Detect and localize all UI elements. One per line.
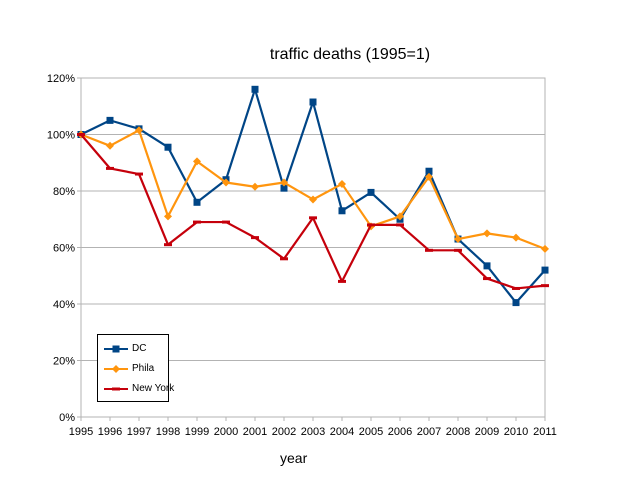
data-point-phila	[222, 178, 230, 187]
x-tick-label: 2005	[359, 426, 383, 438]
x-tick-label: 2004	[330, 426, 354, 438]
data-point-phila	[280, 178, 288, 187]
y-tick-label: 100%	[47, 130, 75, 142]
x-tick-label: 1997	[127, 426, 151, 438]
legend-label-newyork: New York	[132, 383, 175, 394]
y-tick-label: 40%	[53, 299, 75, 311]
y-tick-label: 20%	[53, 356, 75, 368]
data-point-dc	[367, 188, 375, 196]
data-point-phila	[454, 235, 462, 244]
data-point-dc	[309, 98, 317, 106]
x-axis-label: year	[280, 450, 308, 466]
legend-label-phila: Phila	[132, 363, 155, 374]
chart-title: traffic deaths (1995=1)	[269, 46, 431, 63]
x-tick-label: 2008	[446, 426, 470, 438]
legend-item-newyork: New York	[102, 382, 174, 396]
data-point-dc	[483, 262, 491, 270]
x-tick-label: 2011	[533, 426, 557, 438]
data-point-dc	[106, 116, 114, 124]
x-tick-label: 1998	[156, 426, 180, 438]
data-point-phila	[425, 172, 433, 181]
x-tick-label: 1996	[98, 426, 122, 438]
data-point-phila	[164, 212, 172, 221]
x-tick-label: 2006	[388, 426, 412, 438]
data-point-phila	[338, 179, 346, 188]
data-point-phila	[483, 229, 491, 238]
y-tick-label: 120%	[47, 73, 75, 85]
legend-swatch-dc	[104, 345, 128, 353]
legend-item-phila: Phila	[102, 362, 168, 376]
x-tick-label: 1999	[185, 426, 209, 438]
data-point-phila	[309, 195, 317, 204]
y-tick-label: 80%	[53, 186, 75, 198]
data-point-phila	[135, 126, 143, 135]
data-point-dc	[425, 167, 433, 175]
x-tick-label: 2009	[475, 426, 499, 438]
data-point-phila	[193, 157, 201, 166]
data-point-dc	[541, 266, 549, 274]
y-tick-label: 0%	[59, 412, 75, 424]
data-point-dc	[193, 198, 201, 206]
data-point-dc	[164, 143, 172, 151]
y-tick-label: 60%	[53, 243, 75, 255]
x-tick-label: 2002	[272, 426, 296, 438]
legend-item-dc: DC	[102, 342, 168, 356]
legend-label-dc: DC	[132, 343, 147, 354]
data-point-phila	[541, 244, 549, 253]
legend-swatch-phila	[104, 365, 128, 373]
x-tick-label: 2001	[243, 426, 267, 438]
x-tick-label: 2010	[504, 426, 528, 438]
x-tick-label: 2000	[214, 426, 238, 438]
data-point-dc	[251, 85, 259, 93]
data-point-dc	[338, 207, 346, 215]
x-tick-label: 1995	[69, 426, 93, 438]
data-point-phila	[396, 212, 404, 221]
chart-legend: DC Phila New York	[97, 334, 174, 402]
data-point-phila	[251, 182, 259, 191]
data-point-dc	[512, 299, 520, 307]
data-point-phila	[512, 233, 520, 242]
x-tick-label: 2003	[301, 426, 325, 438]
data-point-phila	[106, 141, 114, 150]
legend-swatch-newyork	[104, 387, 128, 391]
x-tick-label: 2007	[417, 426, 441, 438]
data-point-dc	[280, 184, 288, 192]
